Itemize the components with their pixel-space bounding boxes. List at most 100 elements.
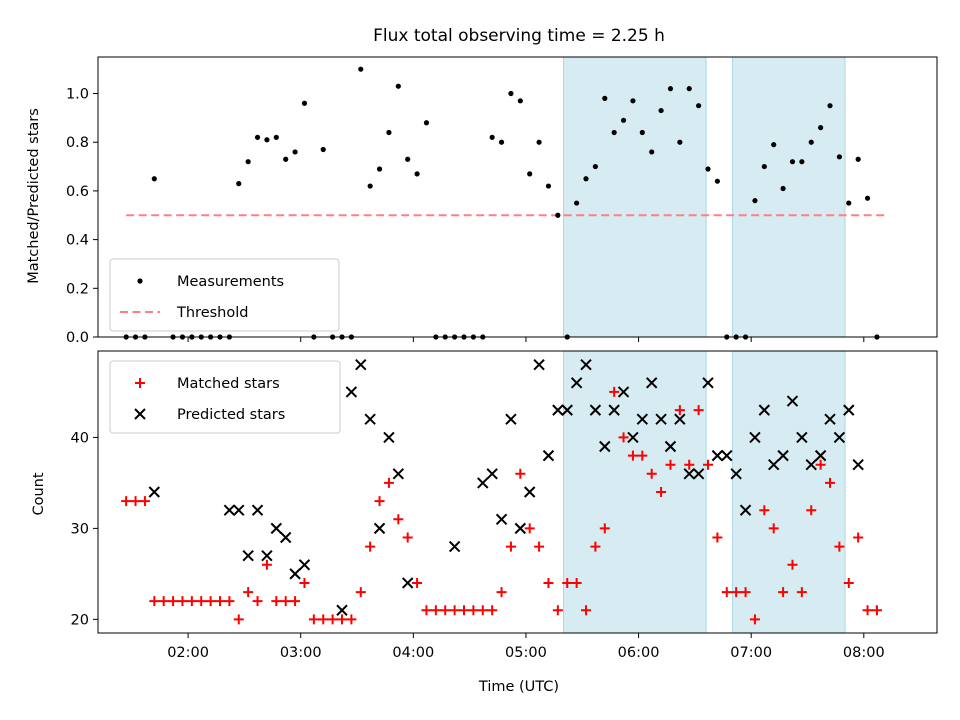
data-point (517, 98, 523, 104)
data-point (186, 596, 197, 607)
data-point (789, 159, 796, 165)
data-point (223, 504, 236, 516)
data-point (279, 531, 292, 544)
data-point (215, 596, 226, 607)
data-point (599, 440, 611, 453)
data-point (630, 98, 636, 104)
data-point (534, 541, 545, 552)
data-point (864, 195, 871, 201)
data-point (787, 559, 798, 570)
data-point (395, 83, 401, 89)
data-point (505, 413, 517, 425)
data-point (611, 129, 617, 136)
data-point (617, 386, 630, 398)
data-point (684, 459, 695, 470)
data-point (796, 587, 807, 598)
data-point (767, 459, 780, 471)
data-point (552, 605, 563, 616)
data-point (336, 604, 348, 616)
data-point (383, 431, 395, 444)
data-point (236, 181, 242, 187)
data-point (254, 134, 261, 140)
data-point (536, 139, 542, 145)
data-point (412, 577, 423, 588)
data-point (423, 120, 430, 126)
bottom-panel: 20 30 40 02:00 03:00 04:00 05:00 06:00 07:00 08:0… (71, 350, 938, 661)
data-point (592, 163, 598, 170)
data-point (646, 468, 657, 479)
data-point (414, 171, 420, 177)
data-point (649, 149, 655, 155)
data-point (705, 166, 711, 172)
data-point (292, 149, 298, 155)
y-tick-label: 0.8 (66, 135, 89, 151)
data-point (405, 156, 411, 162)
data-point (637, 450, 648, 461)
data-point (627, 450, 638, 461)
data-point (290, 596, 301, 607)
data-point (376, 166, 383, 172)
data-point (495, 513, 508, 525)
data-point (658, 107, 664, 114)
y-tick-label: 0.0 (66, 330, 89, 346)
data-point (740, 587, 751, 598)
data-point (245, 159, 251, 165)
legend-label: Predicted stars (177, 407, 285, 423)
data-point (777, 449, 789, 462)
data-point (355, 358, 367, 371)
data-point (280, 596, 291, 607)
data-point (608, 404, 620, 416)
legend-box (109, 360, 341, 434)
data-point (430, 605, 441, 616)
data-point (515, 468, 526, 479)
data-point (151, 176, 157, 182)
data-point (711, 449, 724, 462)
shaded-span (731, 56, 846, 338)
data-point (345, 386, 358, 398)
data-point (365, 541, 376, 552)
data-point (264, 137, 270, 143)
data-point (487, 605, 498, 616)
data-point (581, 605, 592, 616)
data-point (527, 171, 533, 177)
data-point (301, 100, 308, 106)
data-point (739, 504, 752, 516)
data-point (833, 431, 846, 444)
data-point (855, 156, 861, 162)
shaded-span (562, 350, 707, 634)
chart-title: Flux total observing time = 2.25 h (373, 26, 665, 46)
data-point (148, 486, 161, 498)
data-point (796, 431, 808, 444)
data-point (346, 614, 357, 625)
y-tick-label: 0.6 (66, 184, 89, 200)
data-point (205, 596, 216, 607)
data-point (808, 139, 814, 145)
data-point (664, 440, 677, 453)
data-point (468, 605, 479, 616)
data-point (799, 159, 805, 165)
y-tick-label: 0.4 (66, 233, 89, 249)
legend-marker (137, 278, 143, 284)
data-point (373, 522, 386, 535)
x-tick-label: 05:00 (505, 645, 547, 661)
shaded-span (562, 56, 707, 338)
data-point (386, 129, 392, 136)
data-point (778, 587, 789, 598)
data-point (656, 487, 667, 497)
data-point (459, 605, 470, 616)
data-point (299, 577, 310, 588)
data-point (327, 614, 338, 625)
data-point (761, 163, 767, 170)
data-point (448, 540, 461, 553)
data-point (449, 605, 460, 616)
legend-label: Matched stars (177, 376, 280, 392)
data-point (261, 549, 273, 562)
data-point (752, 198, 758, 204)
x-tick-label: 03:00 (280, 645, 322, 661)
data-point (149, 596, 160, 607)
data-point (440, 605, 451, 616)
data-point (731, 587, 742, 598)
data-point (543, 577, 554, 588)
data-point (824, 413, 836, 425)
y-tick-label: 0.2 (66, 281, 89, 297)
